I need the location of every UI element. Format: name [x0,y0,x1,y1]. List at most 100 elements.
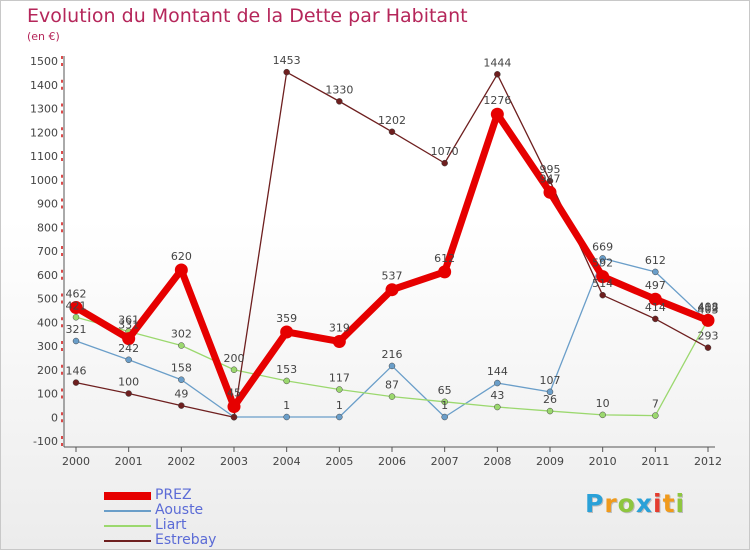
x-tick-label: 2002 [167,455,195,468]
data-label: 1330 [325,83,353,96]
data-label: 144 [487,365,508,378]
data-label: 592 [592,257,613,270]
data-point-marker [336,98,343,105]
data-point-marker [385,283,399,297]
data-label: 107 [540,374,561,387]
y-tick-label: 1200 [30,126,58,139]
data-label: 514 [592,277,613,290]
series-liart [72,314,712,419]
x-tick-label: 2004 [273,455,301,468]
data-label: 302 [171,328,192,341]
data-point-marker [652,315,659,323]
data-label: 100 [118,376,139,389]
data-label: 414 [645,301,666,314]
data-point-marker [72,337,80,345]
data-label: 1 [441,399,448,412]
data-point-marker [336,386,343,393]
proxiti-logo: Proxiti [585,489,686,518]
data-label: 153 [276,363,297,376]
y-tick-label: 1500 [30,55,58,68]
y-tick-label: 100 [37,388,58,401]
x-tick-label: 2003 [220,455,248,468]
x-tick-label: 2011 [641,455,669,468]
data-label: 421 [66,299,87,312]
data-point-marker [546,177,554,185]
legend-label: Estrebay [155,532,217,548]
data-point-marker [441,398,448,406]
data-label: 87 [385,379,399,392]
y-tick-label: 1000 [30,174,58,187]
series-aouste [72,255,712,421]
data-point-marker [652,412,659,419]
data-point-marker [546,407,554,415]
data-point-marker [652,268,659,276]
data-label: 242 [118,342,139,355]
data-label: 200 [224,352,245,365]
y-tick-label: 300 [37,340,58,353]
chart-legend: PREZ Aouste Liart Estrebay [104,487,324,548]
data-label: 620 [171,250,192,263]
data-point-marker [490,107,504,121]
data-label: 117 [329,371,350,384]
data-label: 321 [66,323,87,336]
data-label: 359 [276,312,297,325]
y-tick-label: 400 [37,316,58,329]
legend-label: Aouste [155,502,204,518]
legend-swatch [104,492,151,500]
data-label: 293 [698,330,719,343]
x-tick-label: 2010 [589,455,617,468]
data-point-marker [438,265,452,279]
data-point-marker [227,400,241,414]
y-tick-label: 1100 [30,150,58,163]
legend-swatch [104,525,151,527]
y-tick-label: 700 [37,245,58,258]
data-label: 146 [66,365,87,378]
y-tick-label: 600 [37,269,58,282]
x-tick-label: 2001 [115,455,143,468]
data-label: 497 [645,279,666,292]
y-tick-label: 0 [51,411,58,424]
data-label: 1276 [483,94,511,107]
legend-item-aouste: Aouste [104,502,324,518]
data-point-marker [543,185,557,199]
data-label: 1453 [273,54,301,67]
data-point-marker [388,128,396,136]
x-tick-label: 2008 [483,455,511,468]
y-tick-label: 1300 [30,103,58,116]
y-tick-label: 1400 [30,79,58,92]
data-label: 403 [698,304,719,317]
y-tick-label: -100 [33,435,58,448]
data-point-marker [174,263,188,277]
data-point-marker [704,344,712,351]
data-label: 669 [592,240,613,253]
data-label: 43 [490,389,504,402]
legend-item-estrebay: Estrebay [104,532,324,548]
data-label: 49 [174,388,188,401]
data-point-marker [125,390,132,397]
legend-swatch [104,510,151,512]
data-point-marker [546,388,554,396]
series-prez [69,107,715,414]
x-tick-label: 2005 [325,455,353,468]
data-point-marker [441,159,448,167]
y-tick-label: 500 [37,293,58,306]
chart-subtitle: (en €) [27,30,60,43]
chart-title: Evolution du Montant de la Dette par Hab… [27,5,468,27]
data-label: 1202 [378,114,406,127]
data-label: 26 [543,393,557,406]
data-point-marker [332,334,346,348]
data-label: 408 [698,300,719,313]
data-point-marker [596,270,610,284]
x-tick-label: 2012 [694,455,722,468]
legend-label: PREZ [155,487,192,503]
data-label: 1 [336,399,343,412]
x-tick-label: 2007 [431,455,459,468]
x-tick-label: 2000 [62,455,90,468]
data-label: 10 [596,397,610,410]
data-label: 331 [118,319,139,332]
data-label: 412 [698,301,719,314]
data-point-marker [122,332,136,346]
data-label: 995 [540,163,561,176]
